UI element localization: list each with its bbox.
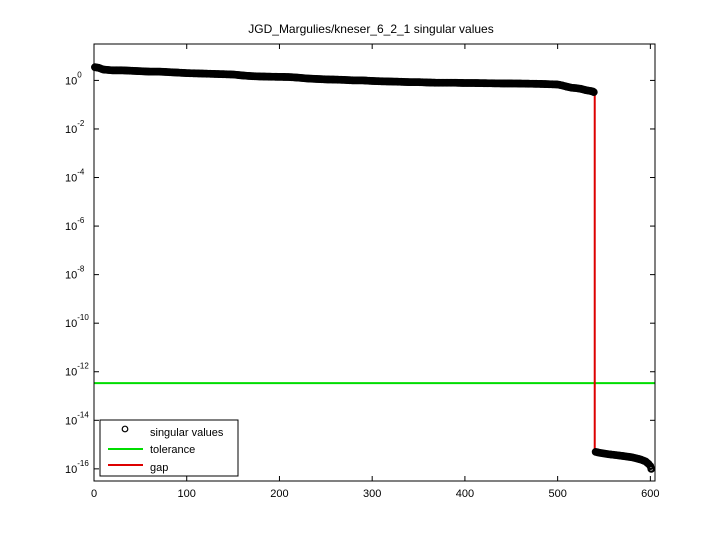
y-tick-label: 10-6 [65, 216, 85, 233]
x-tick-label: 600 [641, 488, 659, 500]
legend: singular values tolerance gap [99, 419, 239, 477]
legend-label-singular-values: singular values [150, 427, 224, 439]
data-point [589, 88, 598, 96]
y-tick-label: 10-16 [65, 459, 89, 476]
legend-marker-singular-values [121, 425, 129, 433]
legend-label-gap: gap [150, 462, 168, 474]
x-tick-label: 500 [548, 488, 566, 500]
y-tick-label: 10-10 [65, 313, 89, 330]
plot-area-frame [93, 43, 656, 482]
y-tick-label: 10-12 [65, 362, 89, 379]
legend-label-tolerance: tolerance [150, 444, 195, 456]
x-tick-label: 0 [91, 488, 97, 500]
data-layer [91, 63, 656, 473]
y-tick-label: 10-8 [65, 265, 85, 282]
axis-layer: 0 100 200 300 400 500 600 100 10-2 10-4 10-6 10-8 10… [65, 44, 660, 500]
y-tick-label: 10-14 [65, 410, 89, 427]
y-tick-label: 100 [65, 70, 82, 87]
x-tick-label: 200 [270, 488, 288, 500]
x-tick-label: 400 [456, 488, 474, 500]
y-tick-label: 10-2 [65, 119, 85, 136]
x-tick-label: 300 [363, 488, 381, 500]
x-tick-label: 100 [178, 488, 196, 500]
chart-title: JGD_Margulies/kneser_6_2_1 singular valu… [248, 22, 493, 36]
y-tick-label: 10-4 [65, 168, 85, 185]
